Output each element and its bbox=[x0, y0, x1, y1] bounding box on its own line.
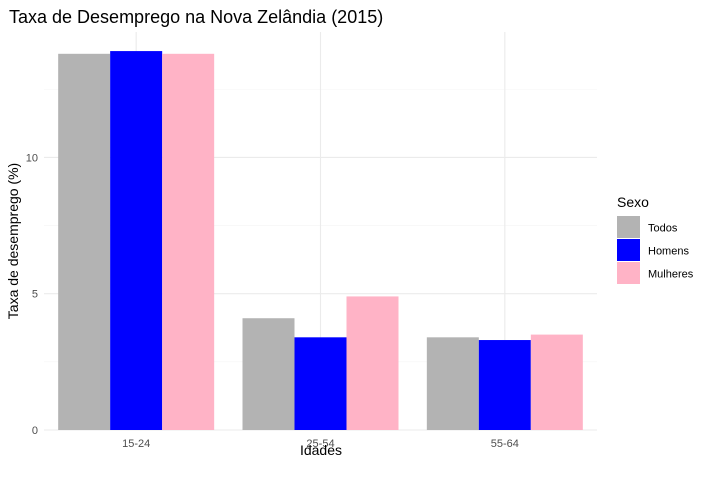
x-axis-ticks: 15-24 25-54 55-64 bbox=[122, 438, 519, 450]
x-tick-label: 15-24 bbox=[122, 438, 150, 450]
y-tick-label: 10 bbox=[26, 152, 38, 164]
bar-25-54-homens bbox=[294, 337, 347, 430]
legend-label-homens: Homens bbox=[648, 246, 689, 258]
bars bbox=[58, 51, 583, 431]
legend-key-homens bbox=[617, 239, 640, 261]
legend: Sexo Todos Homens Mulheres bbox=[617, 194, 694, 284]
bar-25-54-todos bbox=[242, 318, 295, 430]
legend-key-todos bbox=[617, 216, 640, 238]
bar-15-24-homens bbox=[110, 51, 163, 431]
x-axis-title: Idades bbox=[300, 442, 342, 458]
legend-title: Sexo bbox=[617, 194, 649, 210]
bar-25-54-mulheres bbox=[346, 296, 399, 430]
y-tick-label: 5 bbox=[32, 289, 38, 301]
chart-title: Taxa de Desemprego na Nova Zelândia (201… bbox=[9, 7, 383, 27]
x-tick-label: 25-54 bbox=[306, 438, 334, 450]
legend-label-todos: Todos bbox=[648, 223, 678, 235]
legend-key-mulheres bbox=[617, 262, 640, 284]
bar-15-24-todos bbox=[58, 53, 111, 430]
y-axis-title: Taxa de desemprego (%) bbox=[5, 163, 21, 319]
bar-55-64-homens bbox=[478, 340, 531, 430]
y-axis-ticks: 0 5 10 bbox=[26, 152, 38, 437]
bar-15-24-mulheres bbox=[162, 53, 215, 430]
bar-55-64-todos bbox=[426, 337, 479, 430]
bar-55-64-mulheres bbox=[530, 334, 583, 430]
y-tick-label: 0 bbox=[32, 425, 38, 437]
legend-label-mulheres: Mulheres bbox=[648, 269, 694, 281]
x-tick-label: 55-64 bbox=[491, 438, 519, 450]
